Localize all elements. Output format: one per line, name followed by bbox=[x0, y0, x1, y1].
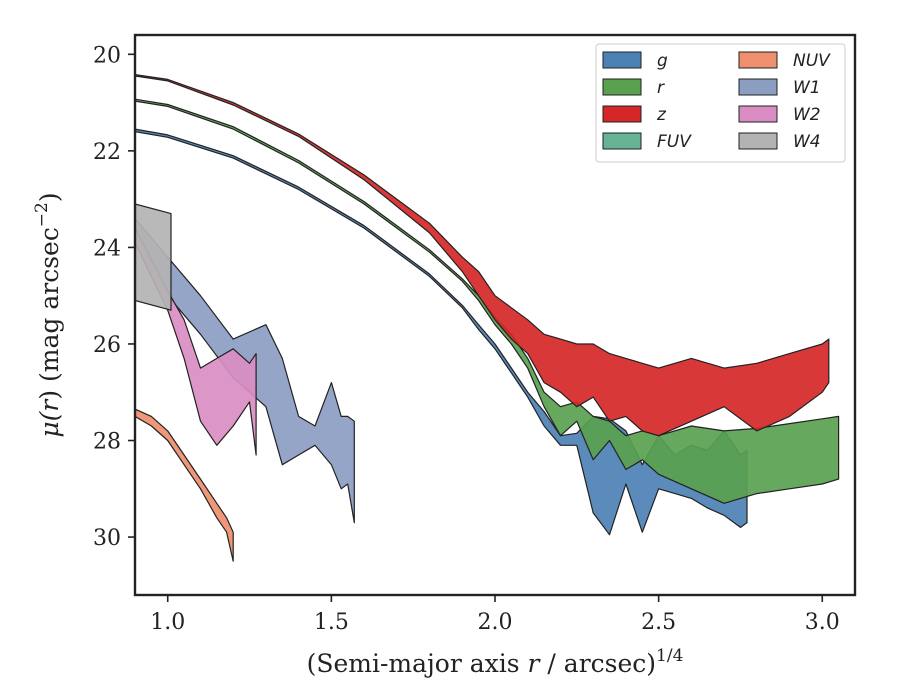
plot-areas bbox=[135, 73, 840, 562]
legend-label-g: g bbox=[657, 51, 668, 71]
y-axis-label: μ(r) (mag arcsec−2) bbox=[32, 192, 64, 437]
legend-frame bbox=[595, 43, 846, 163]
legend-swatch-w2 bbox=[738, 105, 778, 123]
y-tick-label: 20 bbox=[93, 43, 121, 68]
legend-label-w1: W1 bbox=[793, 78, 821, 98]
series-band-nuv bbox=[135, 408, 234, 562]
series-band-w2 bbox=[135, 227, 257, 456]
legend-swatch-nuv bbox=[738, 51, 778, 69]
x-tick-label: 3.0 bbox=[805, 610, 840, 635]
legend-label-fuv: FUV bbox=[657, 132, 692, 152]
x-axis-label: (Semi-major axis r / arcsec)1/4 bbox=[307, 646, 684, 678]
y-tick-label: 22 bbox=[93, 140, 121, 165]
legend-label-r: r bbox=[657, 78, 665, 98]
x-tick-label: 1.0 bbox=[150, 610, 185, 635]
legend: grz FUV NUV W1 W2 W4 bbox=[595, 43, 846, 163]
legend-label-w4: W4 bbox=[793, 132, 821, 152]
legend-label-z: z bbox=[656, 105, 667, 125]
legend-swatch-w4 bbox=[738, 132, 778, 150]
x-tick-label: 2.0 bbox=[478, 610, 513, 635]
x-tick-label: 1.5 bbox=[314, 610, 349, 635]
axis-ticks: 1.0 1.5 2.0 2.5 3.0 20 22 24 26 28 30 bbox=[93, 43, 840, 635]
legend-swatch-w1 bbox=[738, 78, 778, 96]
legend-swatch-r bbox=[602, 78, 642, 96]
legend-swatch-z bbox=[602, 105, 642, 123]
y-tick-label: 24 bbox=[93, 236, 121, 261]
x-tick-label: 2.5 bbox=[641, 610, 676, 635]
y-tick-label: 26 bbox=[93, 333, 121, 358]
legend-swatch-fuv bbox=[602, 132, 642, 150]
series-band-w4 bbox=[135, 203, 172, 311]
y-tick-label: 28 bbox=[93, 430, 121, 455]
y-tick-label: 30 bbox=[93, 526, 121, 551]
legend-label-nuv: NUV bbox=[793, 51, 831, 71]
legend-label-w2: W2 bbox=[793, 105, 821, 125]
series-band-z bbox=[135, 73, 830, 437]
legend-swatch-g bbox=[602, 51, 642, 69]
